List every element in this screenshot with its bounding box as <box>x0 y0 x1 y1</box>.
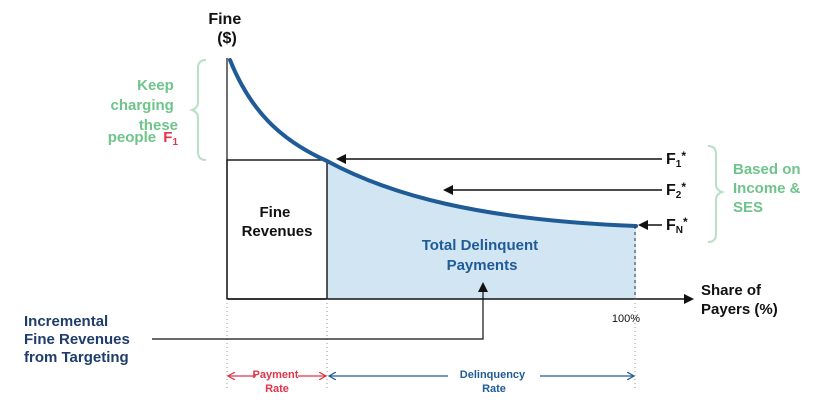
fine-level-f1: F1* <box>666 149 686 170</box>
x-axis-label: Share of Payers (%) <box>701 282 778 318</box>
y-axis-label: Fine ($) <box>208 11 245 47</box>
fine-level-f2: F2* <box>666 180 686 201</box>
payment-rate-label: Payment Rate <box>253 369 302 395</box>
keep-charging-people: people F1 <box>108 129 179 148</box>
left-bracket <box>188 59 207 161</box>
incremental-arrow <box>152 282 488 340</box>
fine-revenues-label: Fine Revenues <box>242 204 313 240</box>
right-bracket <box>707 145 726 243</box>
keep-charging-note: Keep charging these <box>110 77 178 134</box>
based-on-income-note: Based on Income & SES <box>733 161 805 216</box>
x-tick-100: 100% <box>612 313 640 325</box>
delinquent-payments-label: Total Delinquent Payments <box>422 237 543 274</box>
delinquency-rate-label: Delinquency Rate <box>460 369 528 395</box>
fine-level-fn: FN* <box>666 215 688 236</box>
incremental-note: Incremental Fine Revenues from Targeting <box>24 313 134 366</box>
delinquent-area <box>327 161 636 299</box>
fine-curve <box>228 58 638 228</box>
